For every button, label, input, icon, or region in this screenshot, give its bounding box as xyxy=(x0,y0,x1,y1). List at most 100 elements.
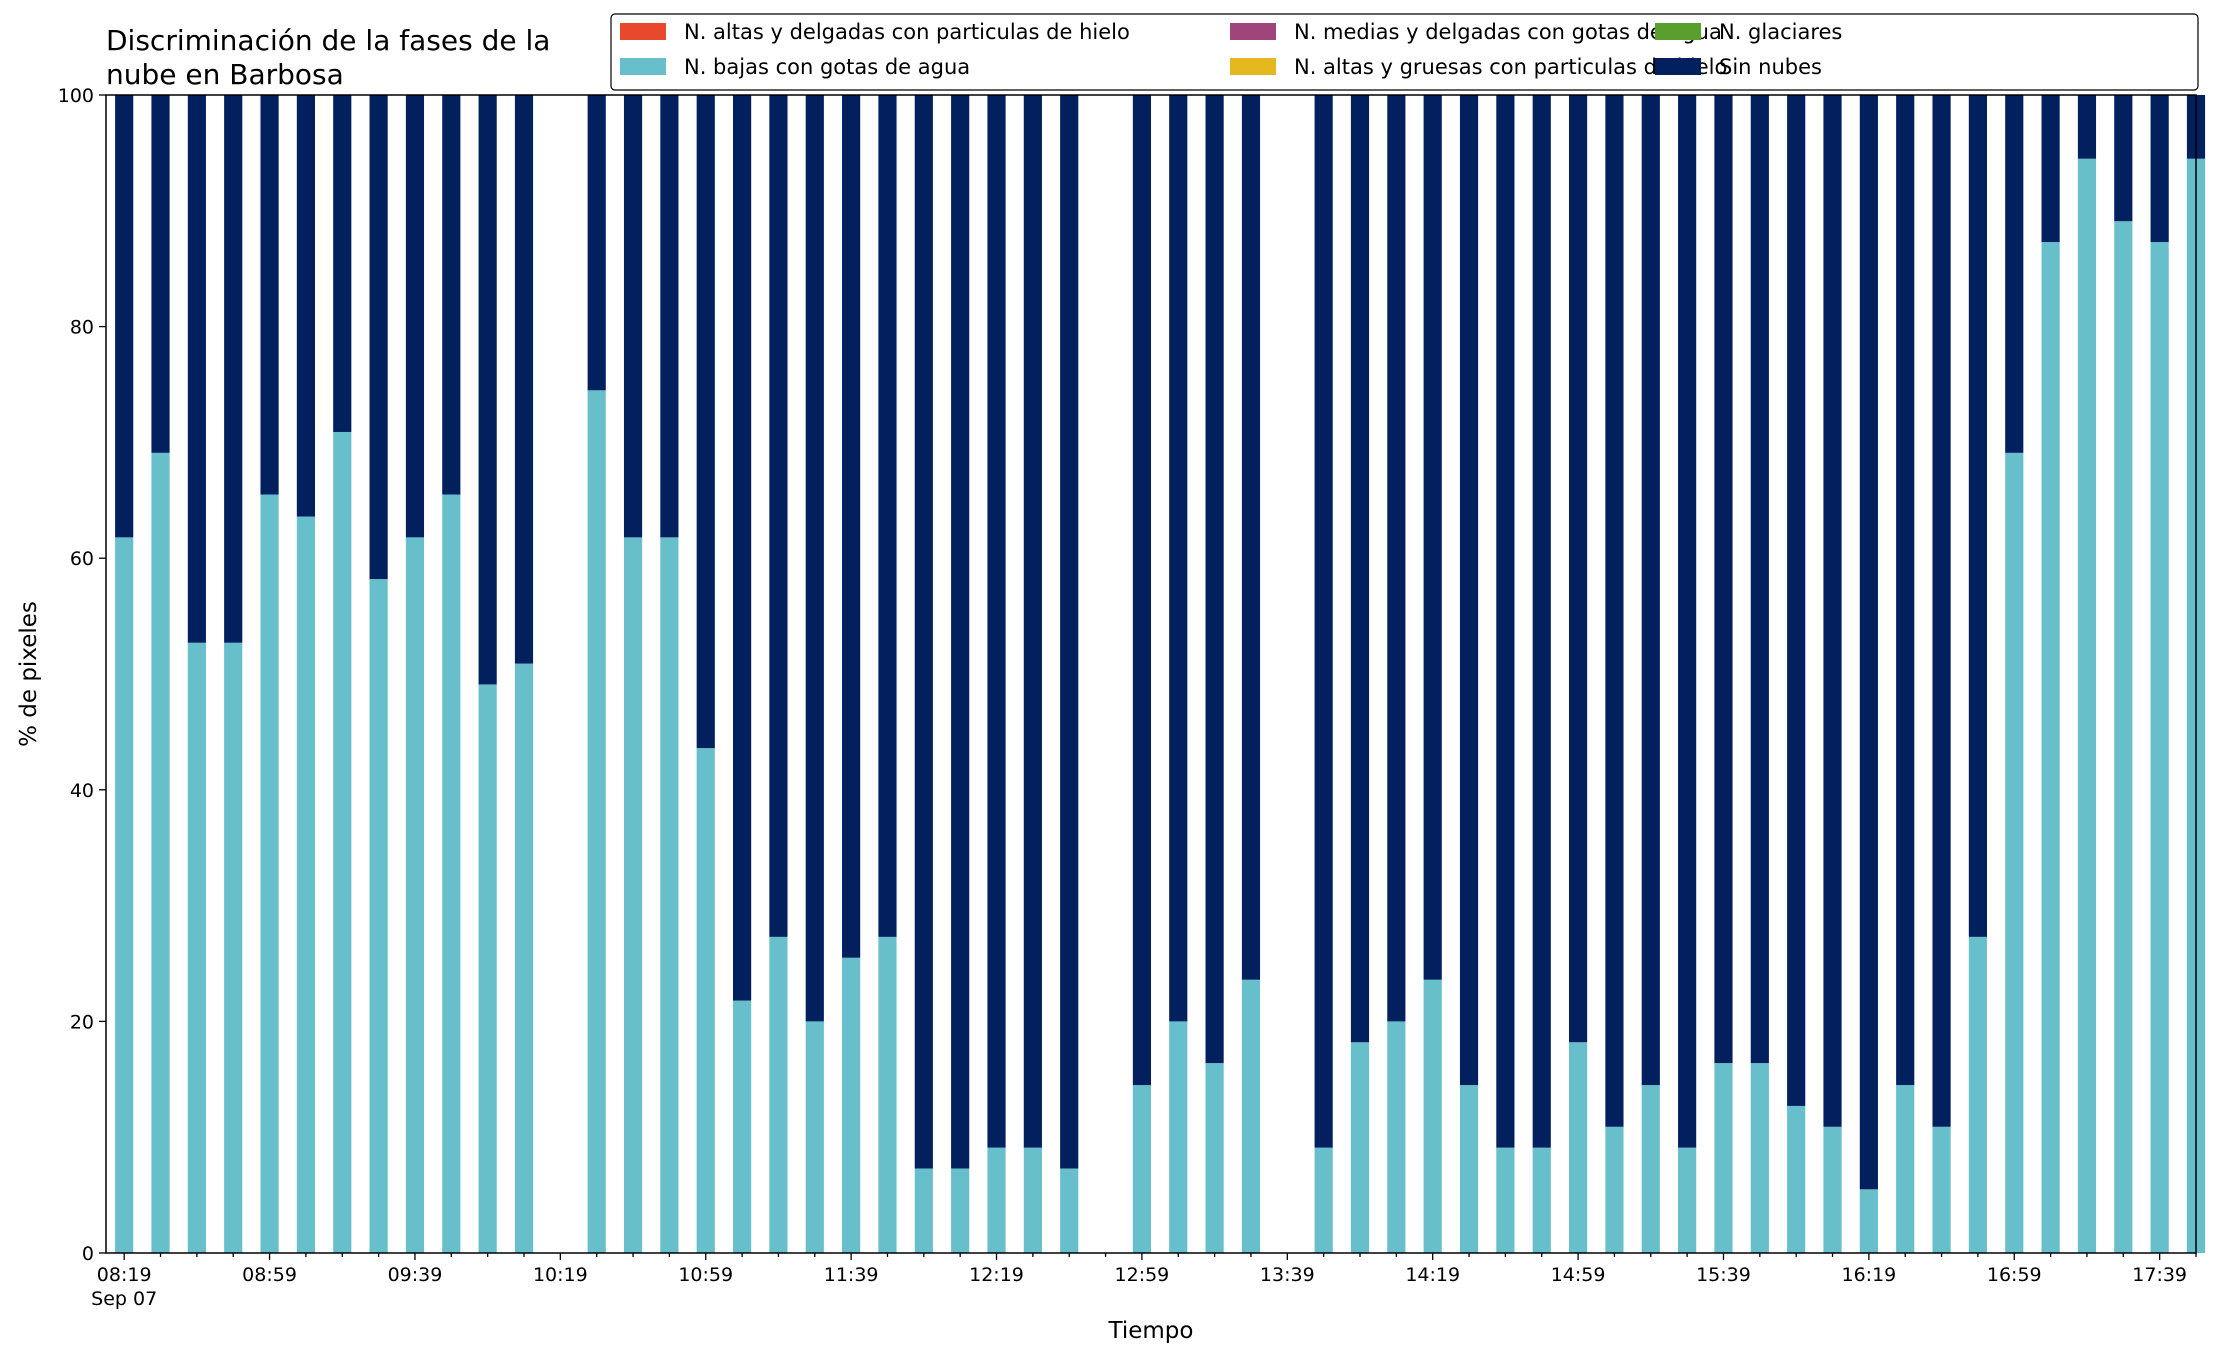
bar-segment-low-clouds-1129 xyxy=(805,1021,824,1253)
bar-segment-low-clouds-1359 xyxy=(1350,1042,1370,1253)
bar-segment-clear-sky-0829 xyxy=(151,95,170,453)
bar-segment-clear-sky-0959 xyxy=(478,95,497,685)
bar-segment-low-clouds-1739 xyxy=(2150,242,2169,1253)
bar-segment-low-clouds-1159 xyxy=(914,1168,933,1253)
bar-segment-low-clouds-1209 xyxy=(951,1168,970,1253)
legend-box xyxy=(610,13,2199,91)
bar-segment-low-clouds-1329 xyxy=(1241,979,1261,1253)
bar-segment-low-clouds-1009 xyxy=(514,663,534,1253)
bar-segment-clear-sky-1119 xyxy=(769,95,788,937)
bar-segment-low-clouds-1319 xyxy=(1205,1063,1224,1253)
bar-segment-clear-sky-1149 xyxy=(878,95,897,937)
legend-label: N. altas y delgadas con particulas de hi… xyxy=(684,20,1130,44)
bar-segment-low-clouds-1059 xyxy=(696,748,715,1253)
x-tick-label: 14:19 xyxy=(1405,1264,1460,1286)
bar-segment-clear-sky-0909 xyxy=(296,95,315,517)
bar-segment-clear-sky-1049 xyxy=(660,95,679,538)
bar-segment-low-clouds-1409 xyxy=(1387,1021,1406,1253)
y-axis-label: % de pixeles xyxy=(16,601,42,747)
bar-segment-clear-sky-1059 xyxy=(696,95,715,749)
bar-segment-clear-sky-1329 xyxy=(1241,95,1261,980)
x-tick-label: 17:39 xyxy=(2132,1264,2187,1286)
legend-swatch xyxy=(1230,58,1276,75)
bar-segment-low-clouds-1649 xyxy=(1968,936,1987,1253)
bar-segment-low-clouds-0839 xyxy=(187,642,206,1253)
bar-segment-clear-sky-1259 xyxy=(1132,95,1151,1086)
bar-segment-low-clouds-0829 xyxy=(151,452,170,1253)
bar-segment-clear-sky-0949 xyxy=(442,95,461,495)
bar-segment-clear-sky-1629 xyxy=(1896,95,1915,1086)
y-tick-label: 60 xyxy=(70,548,94,570)
bar-segment-low-clouds-1629 xyxy=(1896,1085,1915,1253)
bar-segment-low-clouds-1439 xyxy=(1496,1147,1515,1253)
bar-segment-clear-sky-1449 xyxy=(1532,95,1551,1148)
bar-segment-clear-sky-0919 xyxy=(333,95,352,432)
y-tick-label: 80 xyxy=(70,317,94,339)
legend-swatch xyxy=(1655,58,1701,75)
bar-segment-clear-sky-0839 xyxy=(187,95,206,643)
x-tick-label: 10:19 xyxy=(533,1264,588,1286)
bar-segment-clear-sky-1309 xyxy=(1169,95,1188,1022)
x-tick-label: 14:59 xyxy=(1551,1264,1606,1286)
bar-segment-low-clouds-0849 xyxy=(224,642,243,1253)
legend: N. altas y delgadas con particulas de hi… xyxy=(610,13,2199,91)
x-tick-label: 13:39 xyxy=(1260,1264,1315,1286)
bar-segment-clear-sky-0939 xyxy=(405,95,425,538)
bar-segment-clear-sky-1319 xyxy=(1205,95,1224,1064)
bar-segment-clear-sky-1359 xyxy=(1350,95,1370,1043)
bar-segment-clear-sky-1609 xyxy=(1823,95,1842,1127)
legend-label: Sin nubes xyxy=(1719,55,1822,79)
bar-segment-low-clouds-1219 xyxy=(987,1147,1006,1253)
bar-segment-clear-sky-1239 xyxy=(1060,95,1079,1169)
bar-segment-low-clouds-1139 xyxy=(842,957,861,1253)
bar-segment-clear-sky-1109 xyxy=(733,95,752,1001)
bar-group xyxy=(115,95,2206,1254)
bar-segment-low-clouds-1029 xyxy=(587,390,606,1253)
x-tick-label: 12:59 xyxy=(1115,1264,1170,1286)
x-axis-label: Tiempo xyxy=(1108,1318,1194,1344)
bar-segment-low-clouds-1229 xyxy=(1023,1147,1042,1253)
bar-segment-clear-sky-1039 xyxy=(623,95,643,538)
bar-segment-low-clouds-1039 xyxy=(623,537,643,1253)
bar-segment-low-clouds-0939 xyxy=(405,537,425,1253)
bar-segment-clear-sky-1519 xyxy=(1641,95,1660,1086)
bar-segment-low-clouds-1529 xyxy=(1678,1147,1697,1253)
bar-segment-low-clouds-1449 xyxy=(1532,1147,1551,1253)
bar-segment-clear-sky-1649 xyxy=(1968,95,1987,937)
bar-segment-clear-sky-1559 xyxy=(1787,95,1806,1106)
bar-segment-low-clouds-1049 xyxy=(660,537,679,1253)
bar-segment-clear-sky-0929 xyxy=(369,95,388,580)
bar-segment-clear-sky-1739 xyxy=(2150,95,2169,243)
bar-segment-low-clouds-0859 xyxy=(260,494,279,1253)
legend-swatch xyxy=(1655,23,1701,40)
bar-segment-clear-sky-1549 xyxy=(1750,95,1769,1064)
x-tick-label: 08:59 xyxy=(242,1264,297,1286)
legend-label: N. bajas con gotas de agua xyxy=(684,55,970,79)
bar-segment-low-clouds-0909 xyxy=(296,516,315,1253)
bar-segment-low-clouds-1459 xyxy=(1569,1042,1588,1253)
bar-segment-low-clouds-0929 xyxy=(369,579,388,1253)
bar-segment-low-clouds-0919 xyxy=(333,431,352,1254)
bar-segment-clear-sky-0849 xyxy=(224,95,243,643)
x-tick-label: 08:19 xyxy=(97,1264,152,1286)
bar-segment-low-clouds-1239 xyxy=(1060,1168,1079,1253)
bar-segment-low-clouds-1119 xyxy=(769,936,788,1253)
bar-segment-low-clouds-0959 xyxy=(478,684,497,1253)
legend-swatch xyxy=(620,23,666,40)
bar-segment-clear-sky-1029 xyxy=(587,95,606,391)
y-tick-label: 40 xyxy=(70,780,94,802)
bar-segment-clear-sky-1349 xyxy=(1314,95,1333,1148)
bar-segment-low-clouds-1609 xyxy=(1823,1126,1842,1253)
bar-segment-clear-sky-1659 xyxy=(2005,95,2024,453)
y-tick-label: 20 xyxy=(70,1011,94,1033)
bar-segment-clear-sky-1639 xyxy=(1932,95,1951,1127)
legend-swatch xyxy=(620,58,666,75)
bar-segment-clear-sky-1419 xyxy=(1423,95,1442,980)
x-tick-label: 09:39 xyxy=(388,1264,443,1286)
x-tick-label: 12:19 xyxy=(969,1264,1024,1286)
bar-segment-low-clouds-1709 xyxy=(2041,242,2060,1253)
bar-segment-low-clouds-1719 xyxy=(2077,158,2097,1254)
bar-segment-clear-sky-0819 xyxy=(115,95,134,538)
bar-segment-low-clouds-1549 xyxy=(1750,1063,1769,1253)
